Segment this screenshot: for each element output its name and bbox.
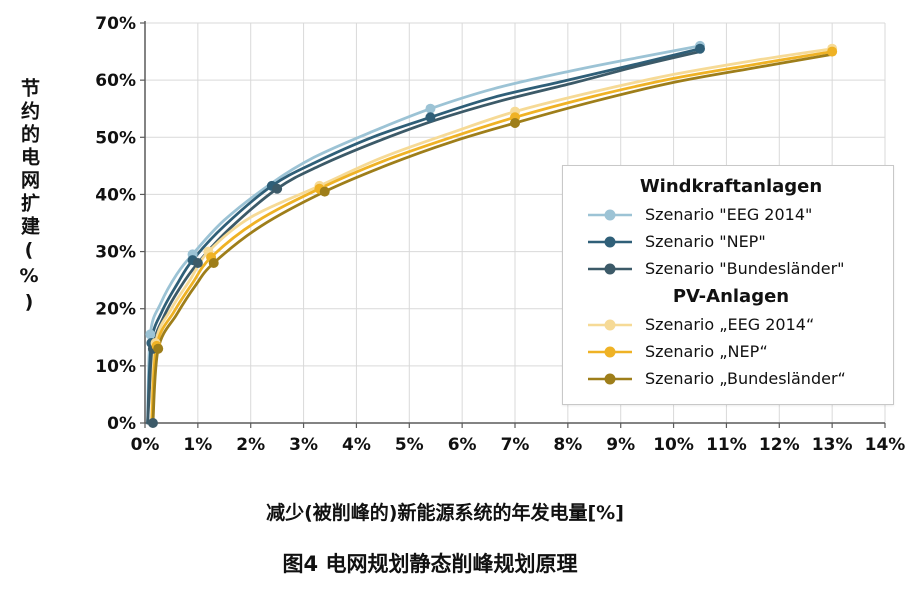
series-line: [151, 53, 834, 425]
x-tick-label: 14%: [865, 435, 906, 455]
x-tick-label: 6%: [448, 435, 477, 455]
x-tick-label: 4%: [342, 435, 371, 455]
series-line: [146, 50, 702, 425]
series-line: [149, 47, 834, 425]
y-tick-label: 70%: [95, 14, 136, 34]
legend-marker-icon: [588, 209, 632, 220]
legend-group-title: PV-Anlagen: [672, 286, 790, 307]
legend-item: Szenario "EEG 2014": [587, 205, 883, 224]
line-chart: 0% 1% 2% 3% 4% 5% 6% 7% 8% 9% 10% 11% 12% 13% 14% 0% 10%…: [95, 14, 906, 455]
legend-marker-icon: [588, 236, 632, 247]
series-marker: [208, 258, 219, 268]
chart-legend: Windkraftanlagen Szenario "EEG 2014" Szena…: [562, 165, 894, 405]
legend-item: Szenario „Bundesländer“: [587, 369, 883, 388]
series-marker: [425, 112, 436, 123]
y-tick-label: 10%: [95, 357, 136, 377]
x-tick-label: 8%: [553, 435, 582, 455]
x-tick-label: 0%: [131, 435, 160, 455]
series-marker: [192, 258, 203, 268]
series-marker: [425, 103, 436, 114]
legend-marker-icon: [588, 263, 632, 274]
series-line: [150, 50, 834, 425]
legend-label: Szenario „EEG 2014“: [645, 315, 815, 334]
series-marker: [153, 343, 164, 354]
series-line: [146, 44, 702, 425]
series-marker: [272, 183, 283, 194]
x-tick-label: 13%: [812, 435, 853, 455]
legend-label: Szenario „Bundesländer“: [645, 369, 846, 388]
x-tick-label: 1%: [183, 435, 212, 455]
x-tick-label: 3%: [289, 435, 318, 455]
x-tick-label: 10%: [653, 435, 694, 455]
legend-item: Szenario „NEP“: [587, 342, 883, 361]
x-tick-label: 2%: [236, 435, 265, 455]
y-tick-label: 0%: [107, 414, 136, 434]
y-tick-label: 60%: [95, 71, 136, 91]
y-tick-label: 30%: [95, 243, 136, 263]
y-tick-label: 50%: [95, 128, 136, 148]
series-marker: [319, 186, 330, 197]
legend-group-title: Windkraftanlagen: [639, 176, 823, 197]
series-marker: [827, 46, 838, 57]
series-marker: [510, 118, 520, 128]
legend-item: Szenario „EEG 2014“: [587, 315, 883, 334]
y-tick-label: 40%: [95, 185, 136, 205]
y-tick-label: 20%: [95, 300, 136, 320]
legend-label: Szenario "EEG 2014": [645, 205, 813, 224]
series-marker: [145, 329, 156, 340]
x-tick-label: 7%: [501, 435, 530, 455]
x-tick-label: 9%: [606, 435, 635, 455]
x-tick-label: 11%: [706, 435, 747, 455]
legend-marker-icon: [588, 319, 632, 330]
y-axis-title: 节约的电网扩建(%): [18, 78, 40, 317]
legend-label: Szenario „NEP“: [645, 342, 768, 361]
series-line: [146, 47, 702, 425]
legend-label: Szenario "NEP": [645, 232, 766, 251]
series-marker: [695, 43, 705, 54]
x-tick-label: 5%: [395, 435, 424, 455]
legend-marker-icon: [588, 346, 632, 357]
legend-item: Szenario "Bundesländer": [587, 259, 883, 278]
legend-label: Szenario "Bundesländer": [645, 259, 845, 278]
chart-area: 0% 1% 2% 3% 4% 5% 6% 7% 8% 9% 10% 11% 12% 13% 14% 0% 10%…: [90, 8, 920, 478]
legend-marker-icon: [588, 373, 632, 384]
x-axis-title: 减少(被削峰的)新能源系统的年发电量[%]: [266, 502, 624, 524]
series-marker: [147, 418, 158, 428]
x-tick-label: 12%: [759, 435, 800, 455]
legend-item: Szenario "NEP": [587, 232, 883, 251]
figure-caption: 图4 电网规划静态削峰规划原理: [282, 552, 578, 576]
